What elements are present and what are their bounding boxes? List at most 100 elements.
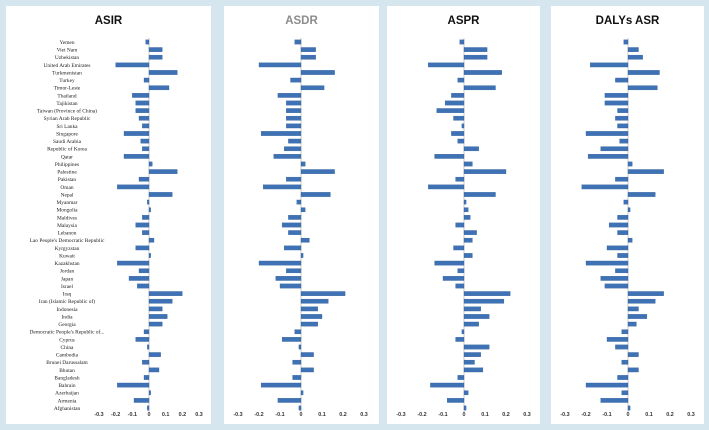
bar-asdr bbox=[300, 306, 318, 312]
category-label: Kazakhstan bbox=[54, 261, 79, 267]
bar-dalys-asr bbox=[627, 291, 664, 296]
bar-aspr bbox=[463, 215, 471, 220]
bar-aspr bbox=[463, 85, 496, 91]
x-tick-label: -0.3 bbox=[560, 412, 569, 418]
bar-aspr bbox=[451, 93, 465, 98]
bar-aspr bbox=[463, 47, 488, 52]
bar-asdr bbox=[300, 298, 329, 304]
bar-asdr bbox=[260, 382, 302, 388]
category-label: Bangladesh bbox=[54, 375, 79, 381]
bar-dalys-asr bbox=[623, 39, 629, 45]
bar-aspr bbox=[457, 268, 465, 274]
category-label: Timor-Leste bbox=[54, 86, 81, 92]
category-label: Georgia bbox=[58, 322, 76, 328]
bar-aspr bbox=[463, 70, 502, 75]
bar-asdr bbox=[292, 375, 302, 380]
bar-dalys-asr bbox=[585, 382, 629, 388]
bar-asir bbox=[148, 352, 161, 357]
x-tick-label: -0.1 bbox=[275, 412, 284, 418]
category-label: Viet Nam bbox=[57, 48, 79, 54]
bar-asdr bbox=[296, 199, 302, 205]
bar-dalys-asr bbox=[590, 62, 629, 68]
category-label: Sri Lanka bbox=[56, 124, 78, 130]
category-label: Maldives bbox=[57, 215, 77, 221]
bar-asdr bbox=[300, 161, 306, 167]
panel-title-asir: ASIR bbox=[94, 15, 123, 27]
bar-asdr bbox=[284, 146, 302, 152]
bar-aspr bbox=[463, 253, 473, 258]
category-label: Malaysia bbox=[57, 223, 77, 229]
bar-dalys-asr bbox=[604, 100, 629, 106]
category-label: Saudi Arabia bbox=[53, 139, 82, 145]
bar-asir bbox=[148, 237, 155, 243]
bar-dalys-asr bbox=[627, 352, 639, 357]
bar-aspr bbox=[442, 276, 465, 281]
bar-aspr bbox=[455, 283, 465, 289]
bar-dalys-asr bbox=[619, 138, 629, 144]
bar-dalys-asr bbox=[615, 268, 629, 274]
bar-asir bbox=[148, 291, 183, 296]
bar-aspr bbox=[461, 123, 465, 129]
category-label: Kyrgyzstan bbox=[55, 246, 80, 252]
bar-asdr bbox=[300, 207, 306, 213]
bar-asir bbox=[135, 108, 150, 113]
bar-asir bbox=[147, 344, 150, 350]
bar-aspr bbox=[463, 352, 481, 357]
bar-asdr bbox=[286, 268, 302, 274]
bar-asdr bbox=[277, 93, 302, 98]
bar-dalys-asr bbox=[627, 367, 639, 373]
bar-aspr bbox=[455, 176, 465, 182]
bar-aspr bbox=[444, 100, 465, 106]
bar-asdr bbox=[300, 169, 335, 174]
bar-aspr bbox=[463, 199, 467, 205]
x-tick-label: 0.2 bbox=[502, 412, 510, 418]
bar-dalys-asr bbox=[615, 176, 629, 182]
category-label: Lebanon bbox=[58, 231, 77, 237]
bar-aspr bbox=[457, 77, 465, 83]
bar-asir bbox=[128, 276, 150, 281]
bar-asir bbox=[148, 367, 160, 373]
bar-aspr bbox=[455, 337, 465, 342]
bar-asdr bbox=[288, 215, 302, 220]
bar-asir bbox=[142, 359, 150, 365]
bar-dalys-asr bbox=[581, 184, 629, 190]
bar-asdr bbox=[300, 47, 316, 52]
category-label: Indonesia bbox=[57, 307, 79, 313]
bar-dalys-asr bbox=[621, 329, 629, 335]
category-label: Thailand bbox=[57, 93, 76, 99]
bar-dalys-asr bbox=[627, 70, 660, 75]
bar-asir bbox=[142, 123, 150, 129]
bar-dalys-asr bbox=[617, 253, 629, 258]
bar-asir bbox=[143, 329, 150, 335]
bar-dalys-asr bbox=[627, 314, 648, 319]
category-label: Jordan bbox=[60, 269, 75, 275]
bar-asir bbox=[148, 306, 163, 312]
bar-asir bbox=[142, 215, 150, 220]
bar-dalys-asr bbox=[627, 54, 643, 60]
bar-dalys-asr bbox=[600, 146, 629, 152]
bar-aspr bbox=[453, 115, 465, 121]
x-tick-label: -0.2 bbox=[254, 412, 263, 418]
bar-dalys-asr bbox=[627, 405, 631, 411]
bar-aspr bbox=[459, 39, 465, 45]
bar-aspr bbox=[457, 138, 465, 144]
bar-aspr bbox=[453, 245, 465, 251]
category-label: Philippines bbox=[55, 162, 79, 168]
x-tick-label: 0.3 bbox=[523, 412, 531, 418]
bar-asdr bbox=[288, 230, 302, 235]
bar-dalys-asr bbox=[587, 154, 629, 159]
bar-asdr bbox=[281, 222, 302, 228]
bar-aspr bbox=[461, 329, 465, 335]
bar-dalys-asr bbox=[617, 108, 629, 113]
bar-asdr bbox=[298, 405, 302, 411]
bar-aspr bbox=[428, 184, 465, 190]
bar-aspr bbox=[463, 321, 479, 327]
category-label: Yemen bbox=[59, 40, 74, 46]
category-label: Turkey bbox=[59, 78, 75, 84]
bar-dalys-asr bbox=[627, 161, 633, 167]
bar-asir bbox=[147, 199, 150, 205]
category-label: Republic of Korea bbox=[47, 146, 87, 153]
bar-asdr bbox=[300, 367, 314, 373]
bar-asir bbox=[148, 390, 151, 396]
x-tick-label: 0.1 bbox=[162, 412, 170, 418]
